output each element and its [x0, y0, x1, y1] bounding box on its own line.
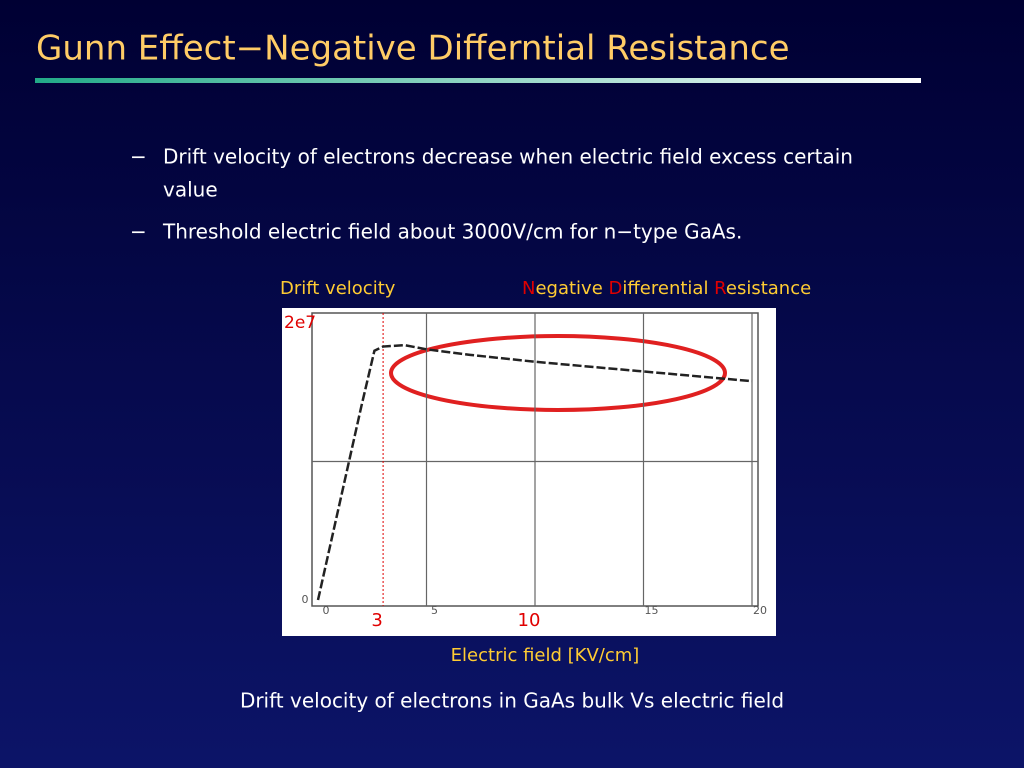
figure-background [282, 308, 776, 636]
x-tick-label: 0 [323, 604, 330, 617]
bullet-text: Drift velocity of electrons decrease whe… [163, 145, 853, 169]
bullet-text: Threshold electric field about 3000V/cm … [162, 220, 742, 244]
x-marker-label: 10 [518, 610, 541, 631]
annotation-part: esistance [726, 278, 811, 299]
x-tick-label: 5 [431, 604, 438, 617]
highlight-ellipse [389, 334, 727, 412]
annotation-part: R [714, 278, 726, 299]
title-rule [35, 78, 921, 83]
x-tick-label: 15 [645, 604, 659, 617]
annotation: Negative Differential Resistance [522, 278, 811, 299]
annotation-part: egative [535, 278, 608, 299]
x-axis-label: Electric field [KV/cm] [451, 645, 640, 666]
y-axis-label: Drift velocity [280, 278, 396, 299]
bullet-marker: − [130, 145, 147, 169]
annotation-part: ifferential [622, 278, 714, 299]
annotation-part: N [522, 278, 535, 299]
x-marker-label: 3 [371, 610, 382, 631]
bullet-marker: − [130, 220, 147, 244]
y-tick-label: 2e7 [284, 313, 316, 333]
x-tick-label: 20 [753, 604, 767, 617]
annotation-part: D [609, 278, 623, 299]
caption: Drift velocity of electrons in GaAs bulk… [240, 689, 784, 713]
y-tick-label: 0 [302, 593, 309, 606]
bullet-text: value [163, 178, 218, 202]
slide-title: Gunn Effect−Negative Differntial Resista… [36, 29, 790, 69]
